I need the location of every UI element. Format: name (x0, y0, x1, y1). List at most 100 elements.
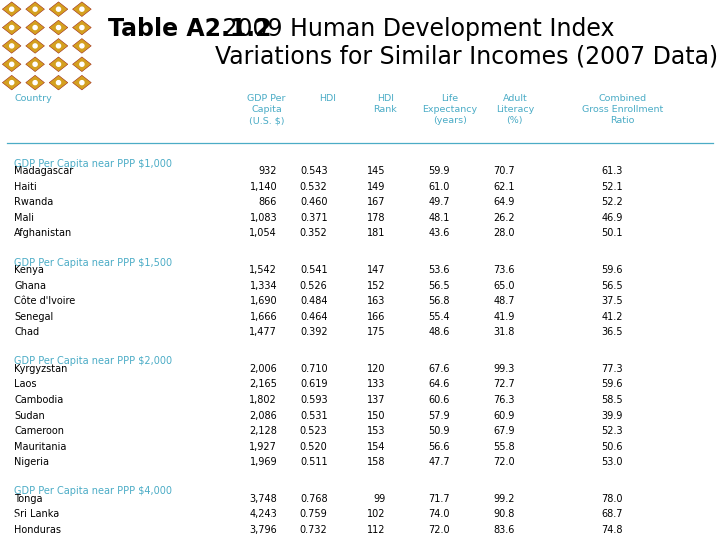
Polygon shape (26, 75, 45, 90)
Text: Copyright ©2015 Pearson Education, Inc. All rights reserved.: Copyright ©2015 Pearson Education, Inc. … (14, 516, 355, 526)
Circle shape (9, 62, 14, 66)
Text: 64.9: 64.9 (493, 197, 515, 207)
Text: 1,927: 1,927 (249, 442, 277, 452)
Text: 133: 133 (366, 380, 385, 389)
Text: 59.6: 59.6 (601, 380, 623, 389)
Circle shape (33, 25, 37, 30)
Text: 60.9: 60.9 (493, 410, 515, 421)
Text: 70.7: 70.7 (493, 166, 515, 176)
Polygon shape (73, 2, 91, 17)
Text: 0.520: 0.520 (300, 442, 328, 452)
Text: 153: 153 (366, 426, 385, 436)
Text: 167: 167 (366, 197, 385, 207)
Text: 0.593: 0.593 (300, 395, 328, 405)
Text: 1,054: 1,054 (249, 228, 277, 239)
Text: 1,690: 1,690 (250, 296, 277, 306)
Text: GDP Per Capita near PPP $1,000: GDP Per Capita near PPP $1,000 (14, 159, 172, 168)
Text: 0.526: 0.526 (300, 280, 328, 291)
Text: Cambodia: Cambodia (14, 395, 63, 405)
Text: 1,666: 1,666 (250, 312, 277, 322)
Text: 0.759: 0.759 (300, 509, 328, 519)
Polygon shape (26, 57, 45, 72)
Text: 158: 158 (366, 457, 385, 467)
Text: 147: 147 (366, 265, 385, 275)
Text: 52.3: 52.3 (601, 426, 623, 436)
Text: Table A2.1.2: Table A2.1.2 (108, 17, 271, 40)
Text: 56.5: 56.5 (428, 280, 450, 291)
Polygon shape (49, 75, 68, 90)
Text: 932: 932 (258, 166, 277, 176)
Text: Rwanda: Rwanda (14, 197, 54, 207)
Text: 2,165: 2,165 (249, 380, 277, 389)
Text: 71.7: 71.7 (428, 494, 450, 504)
Text: 56.5: 56.5 (601, 280, 623, 291)
Text: Madagascar: Madagascar (14, 166, 73, 176)
Polygon shape (2, 2, 21, 17)
Text: Chad: Chad (14, 327, 40, 338)
Text: 31.8: 31.8 (493, 327, 515, 338)
Text: 52.2: 52.2 (601, 197, 623, 207)
Text: 62.1: 62.1 (493, 181, 515, 192)
Polygon shape (73, 38, 91, 53)
Text: 2009 Human Development Index
Variations for Similar Incomes (2007 Data): 2009 Human Development Index Variations … (215, 17, 718, 69)
Text: 52.1: 52.1 (601, 181, 623, 192)
Text: 2,128: 2,128 (249, 426, 277, 436)
Polygon shape (2, 38, 21, 53)
Text: 112: 112 (366, 525, 385, 535)
Circle shape (80, 80, 84, 85)
Circle shape (56, 7, 60, 11)
Text: Mali: Mali (14, 213, 35, 223)
Text: Combined
Gross Enrollment
Ratio: Combined Gross Enrollment Ratio (582, 94, 663, 125)
Text: 181: 181 (366, 228, 385, 239)
Text: 0.531: 0.531 (300, 410, 328, 421)
Text: 0.523: 0.523 (300, 426, 328, 436)
Text: 99.2: 99.2 (493, 494, 515, 504)
Text: 68.7: 68.7 (601, 509, 623, 519)
Text: 0.768: 0.768 (300, 494, 328, 504)
Text: 0.710: 0.710 (300, 364, 328, 374)
Text: 46.9: 46.9 (601, 213, 623, 223)
Text: 1,542: 1,542 (249, 265, 277, 275)
Text: 60.6: 60.6 (428, 395, 450, 405)
Circle shape (80, 7, 84, 11)
Text: 2,086: 2,086 (249, 410, 277, 421)
Text: 102: 102 (366, 509, 385, 519)
Text: Cameroon: Cameroon (14, 426, 64, 436)
Text: 77.3: 77.3 (601, 364, 623, 374)
Text: 41.9: 41.9 (493, 312, 515, 322)
Text: 154: 154 (366, 442, 385, 452)
Text: 0.541: 0.541 (300, 265, 328, 275)
Text: 78.0: 78.0 (601, 494, 623, 504)
Text: 0.532: 0.532 (300, 181, 328, 192)
Text: Senegal: Senegal (14, 312, 54, 322)
Text: 178: 178 (366, 213, 385, 223)
Text: 47.7: 47.7 (428, 457, 450, 467)
Text: 57.9: 57.9 (428, 410, 450, 421)
Text: Haiti: Haiti (14, 181, 37, 192)
Text: 76.3: 76.3 (493, 395, 515, 405)
Circle shape (56, 62, 60, 66)
Text: 43.6: 43.6 (428, 228, 450, 239)
Polygon shape (73, 20, 91, 35)
Text: 72.0: 72.0 (428, 525, 450, 535)
Polygon shape (26, 38, 45, 53)
Text: 37.5: 37.5 (601, 296, 623, 306)
Polygon shape (26, 20, 45, 35)
Text: 1,334: 1,334 (250, 280, 277, 291)
Circle shape (33, 7, 37, 11)
Text: 72.0: 72.0 (493, 457, 515, 467)
Text: 99: 99 (373, 494, 385, 504)
Text: HDI: HDI (319, 94, 336, 103)
Text: Honduras: Honduras (14, 525, 61, 535)
Text: 1,083: 1,083 (250, 213, 277, 223)
Text: HDI
Rank: HDI Rank (374, 94, 397, 114)
Text: 67.9: 67.9 (493, 426, 515, 436)
Text: 0.543: 0.543 (300, 166, 328, 176)
Circle shape (9, 80, 14, 85)
Text: GDP Per
Capita
(U.S. $): GDP Per Capita (U.S. $) (247, 94, 286, 125)
Text: 55.8: 55.8 (493, 442, 515, 452)
Text: 50.1: 50.1 (601, 228, 623, 239)
Text: 0.371: 0.371 (300, 213, 328, 223)
Text: 0.484: 0.484 (300, 296, 328, 306)
Text: 73.6: 73.6 (493, 265, 515, 275)
